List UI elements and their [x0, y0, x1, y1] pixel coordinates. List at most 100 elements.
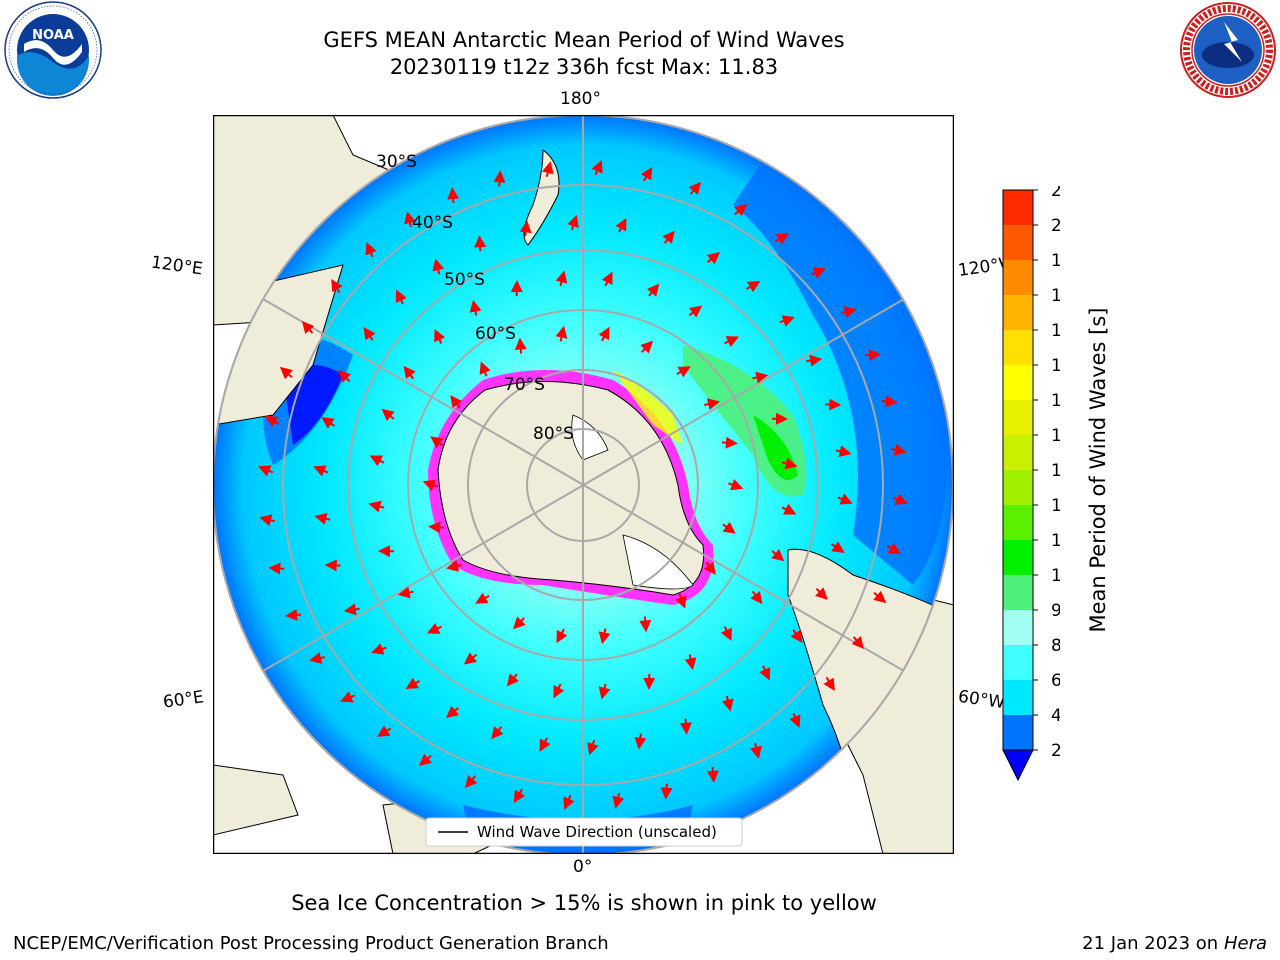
wave-direction-arrow — [587, 739, 599, 756]
colorbar-tick-label: 9 — [1051, 601, 1060, 621]
wave-direction-arrow — [395, 289, 407, 305]
lat-label-50s: 50°S — [444, 270, 485, 290]
wave-direction-arrow — [830, 541, 845, 553]
wave-direction-arrow — [752, 371, 769, 384]
wave-direction-arrow — [331, 278, 343, 294]
wave-direction-arrow — [422, 479, 439, 491]
wave-direction-arrow — [363, 327, 376, 341]
footer-machine: Hera — [1223, 933, 1267, 954]
colorbar-bin — [1003, 610, 1033, 645]
wave-direction-arrow — [259, 514, 276, 527]
wave-direction-arrow — [864, 349, 881, 362]
wave-direction-arrow — [506, 673, 520, 687]
wave-direction-arrow — [724, 336, 740, 348]
wave-direction-arrow — [430, 436, 444, 449]
colorbar-bin — [1003, 680, 1033, 715]
sea-ice-note: Sea Ice Concentration > 15% is shown in … — [291, 891, 877, 915]
wave-direction-arrow — [302, 320, 315, 334]
wave-direction-arrow — [313, 465, 329, 477]
colorbar-bin — [1003, 365, 1033, 400]
wave-direction-arrow — [646, 283, 660, 297]
footer-date-text: 21 Jan 2023 on — [1082, 933, 1224, 954]
colorbar-bin — [1003, 715, 1033, 750]
wave-direction-arrow — [721, 695, 734, 712]
wave-direction-arrow — [759, 665, 771, 681]
colorbar-bin — [1003, 540, 1033, 575]
colorbar-tick-label: 4 — [1051, 706, 1060, 726]
colorbar-tick-label: 14 — [1051, 426, 1060, 446]
colorbar-tick-label: 10 — [1051, 566, 1060, 586]
wave-direction-arrow — [469, 299, 482, 316]
wave-direction-arrow — [873, 590, 887, 604]
wind-wave-direction-arrows — [258, 160, 908, 810]
wave-direction-arrow — [463, 652, 478, 665]
wave-direction-arrow — [892, 493, 908, 505]
wave-direction-arrow — [598, 326, 610, 342]
wave-direction-arrow — [338, 370, 351, 383]
colorbar-tick-label: 15 — [1051, 391, 1060, 411]
wave-direction-arrow — [688, 305, 703, 318]
wave-direction-arrow — [781, 457, 798, 470]
wave-direction-arrow — [285, 608, 302, 621]
colorbar-tick-label: 2 — [1051, 741, 1060, 761]
wave-direction-arrow — [679, 718, 692, 735]
wave-direction-arrow — [815, 587, 828, 600]
wave-direction-arrow — [722, 521, 736, 534]
colorbar-bin — [1003, 330, 1033, 365]
wave-direction-arrow — [556, 628, 568, 644]
wave-direction-arrow — [474, 235, 487, 252]
wave-direction-arrow — [806, 354, 823, 367]
lon-label-180: 180° — [560, 89, 601, 109]
wave-direction-arrow — [475, 592, 490, 604]
wave-direction-arrow — [721, 436, 738, 449]
wave-direction-arrow — [567, 214, 579, 231]
wave-direction-arrow — [553, 683, 565, 699]
colorbar-tick-label: 13 — [1051, 461, 1060, 481]
wave-direction-arrow — [703, 561, 716, 575]
wave-direction-arrow — [779, 315, 795, 327]
wave-direction-arrow — [428, 521, 445, 534]
wave-direction-arrow — [771, 548, 785, 562]
wave-direction-arrow — [479, 361, 491, 377]
colorbar-label: Mean Period of Wind Waves [s] — [1086, 307, 1110, 633]
lat-label-70s: 70°S — [504, 375, 545, 395]
wave-direction-arrow — [446, 560, 462, 572]
antarctic-polar-map: Wind Wave Direction (unscaled) — [213, 115, 954, 854]
arrow-legend-label: Wind Wave Direction (unscaled) — [477, 823, 717, 841]
wave-direction-arrow — [371, 643, 387, 655]
colorbar-bin — [1003, 470, 1033, 505]
wave-direction-arrow — [447, 187, 460, 204]
noaa-logo-text: NOAA — [32, 28, 74, 43]
colorbar: 2 4 6 8 9 10 11 12 13 14 15 16 17 18 19 20 21 — [1002, 186, 1060, 782]
wave-direction-arrow — [343, 603, 360, 616]
wave-direction-arrow — [434, 328, 446, 344]
colorbar-bin — [1003, 260, 1033, 295]
wave-direction-arrow — [601, 271, 613, 287]
wave-direction-arrow — [403, 365, 416, 380]
wave-direction-arrow — [404, 211, 416, 228]
wave-direction-arrow — [662, 230, 675, 244]
wave-direction-arrow — [513, 788, 526, 803]
wave-direction-arrow — [539, 737, 551, 752]
wave-direction-arrow — [881, 395, 898, 408]
wave-direction-arrow — [634, 733, 647, 750]
lon-label-60e: 60°E — [161, 687, 206, 713]
colorbar-tick-label: 21 — [1051, 186, 1060, 201]
colorbar-tick-label: 11 — [1051, 531, 1060, 551]
wave-direction-arrow — [563, 794, 575, 810]
colorbar-bin — [1003, 435, 1033, 470]
colorbar-tick-label: 18 — [1051, 286, 1060, 306]
wave-direction-arrow — [491, 726, 504, 740]
colorbar-bin — [1003, 225, 1033, 260]
wave-direction-arrow — [612, 792, 625, 809]
wave-direction-arrow — [512, 616, 526, 630]
wave-direction-arrow — [445, 705, 460, 719]
wave-direction-arrow — [368, 500, 385, 513]
wave-direction-arrow — [789, 712, 801, 728]
lon-label-0: 0° — [573, 857, 593, 877]
wave-direction-arrow — [640, 340, 654, 354]
colorbar-bin — [1003, 575, 1033, 610]
wave-direction-arrow — [314, 512, 331, 525]
wave-direction-arrow — [418, 753, 432, 766]
lat-label-30s: 30°S — [376, 152, 417, 172]
